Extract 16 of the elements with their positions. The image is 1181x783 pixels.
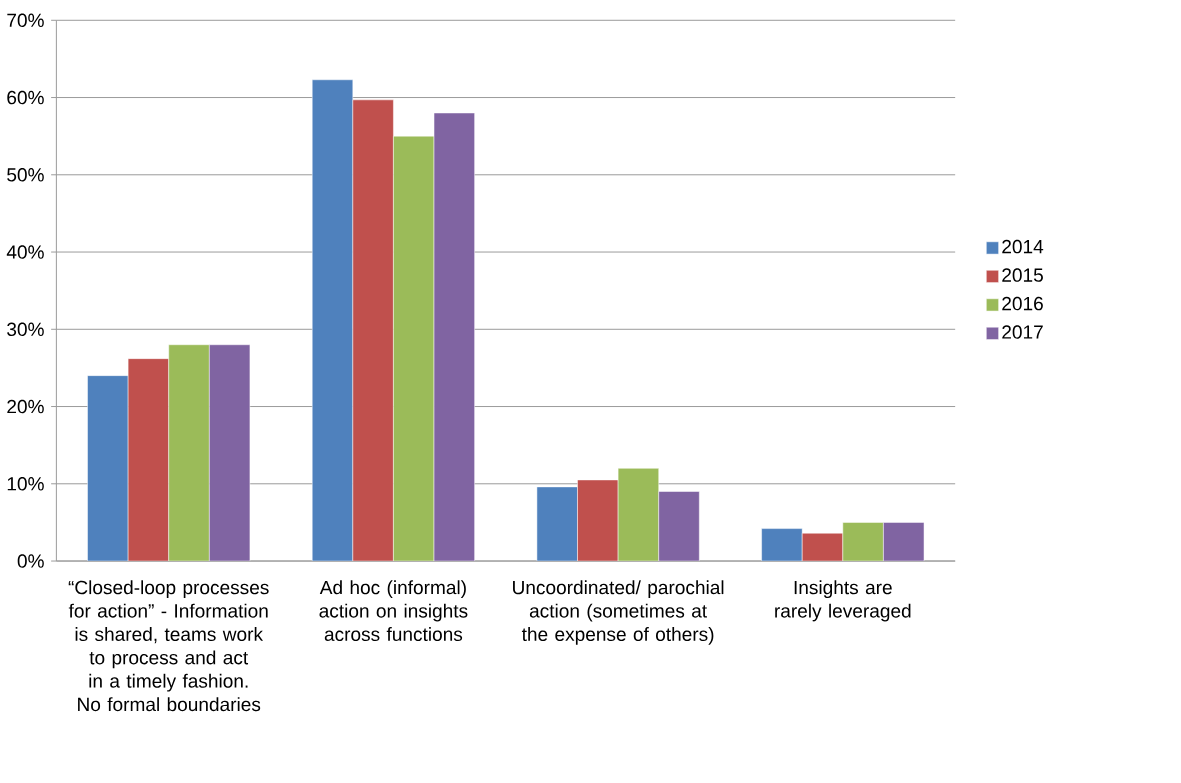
x-tick-label: Uncoordinated/ parochial action (sometimes at the expense of others) bbox=[513, 580, 724, 646]
x-tick-label: Ad hoc (informal) action on insights across functions bbox=[319, 580, 468, 642]
y-tick-label: 50% bbox=[7, 168, 44, 182]
x-tick-label: “Closed-loop processes for action” - Information is shared, teams work to process and act in a timely fashion. No formal boundaries bbox=[68, 580, 269, 712]
y-tick-label: 60% bbox=[7, 91, 44, 105]
y-tick-label: 20% bbox=[7, 400, 44, 414]
y-tick-label: 0% bbox=[17, 554, 44, 569]
legend-label: 2016 bbox=[1002, 297, 1043, 311]
legend-label: 2017 bbox=[1002, 325, 1043, 340]
legend-label: 2015 bbox=[1002, 268, 1043, 283]
y-tick-label: 30% bbox=[7, 322, 44, 337]
y-tick-label: 40% bbox=[6, 245, 44, 260]
x-tick-label: Insights are rarely leveraged bbox=[775, 580, 911, 622]
y-tick-label: 70% bbox=[7, 13, 44, 28]
y-tick-label: 10% bbox=[7, 477, 44, 491]
legend-label: 2014 bbox=[1002, 240, 1044, 254]
